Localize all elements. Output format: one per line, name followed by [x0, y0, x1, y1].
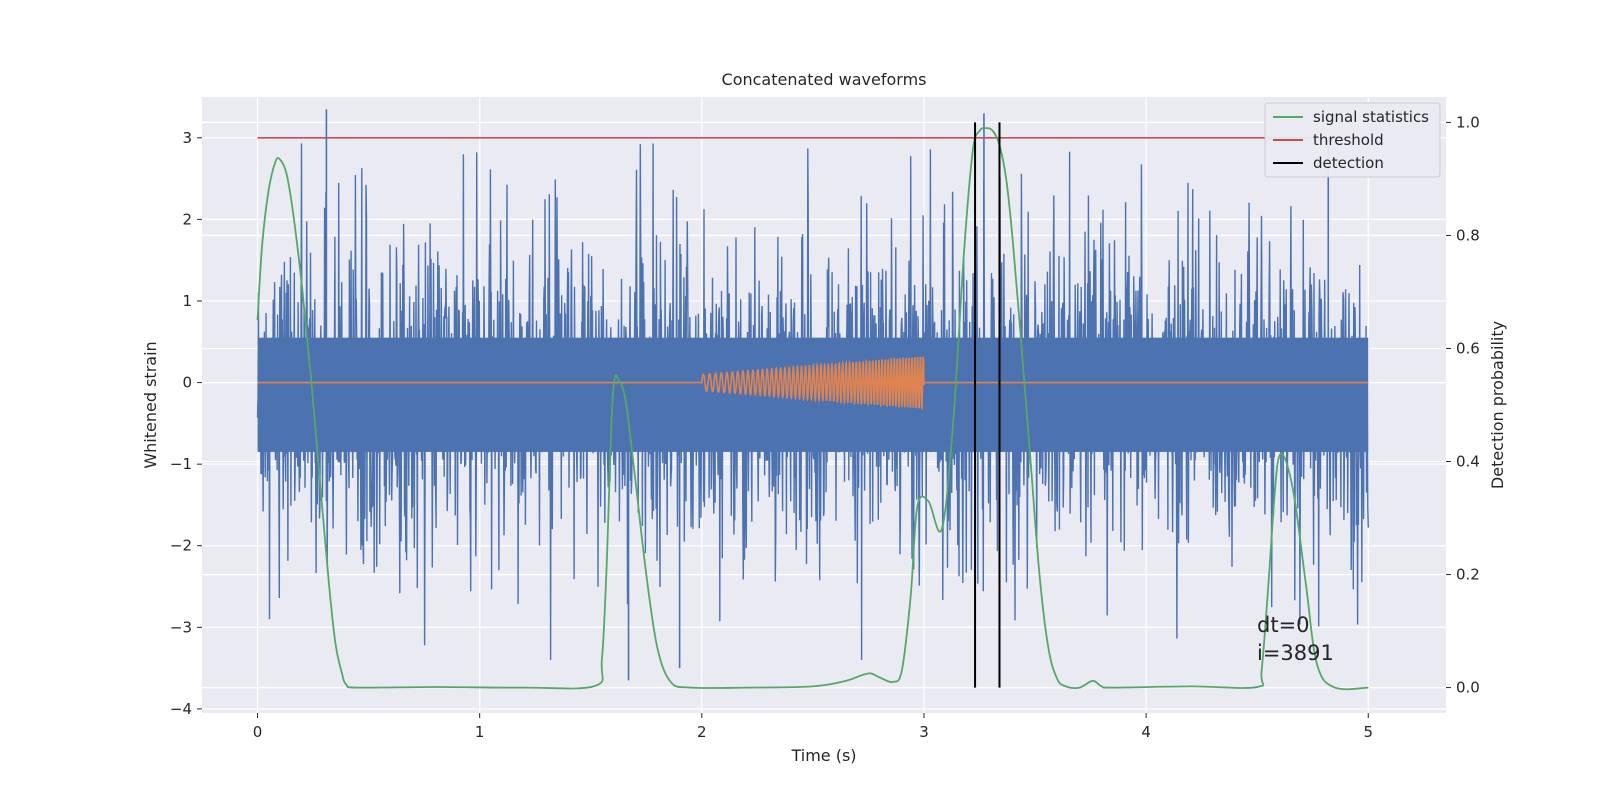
legend-label-0: signal statistics	[1313, 108, 1429, 126]
y-tick-label-4: 0	[182, 374, 192, 392]
y-right-tick-label-1: 0.2	[1456, 566, 1480, 584]
y-tick-label-3: −1	[170, 455, 192, 473]
y-tick-label-2: −2	[170, 537, 192, 555]
x-tick-label-3: 3	[919, 723, 929, 741]
chart-title: Concatenated waveforms	[722, 70, 927, 89]
series-noise	[256, 109, 1369, 681]
y-right-tick-label-5: 1.0	[1456, 113, 1480, 131]
series-chirp	[257, 356, 1369, 411]
x-axis-label: Time (s)	[790, 746, 856, 765]
y-right-tick-label-4: 0.8	[1456, 226, 1480, 244]
x-tick-label-1: 1	[475, 723, 485, 741]
series-signal-statistics	[256, 127, 1369, 691]
series-detection	[974, 122, 1001, 688]
y-axis-label-right: Detection probability	[1488, 321, 1507, 489]
x-tick-label-5: 5	[1363, 723, 1373, 741]
x-tick-label-4: 4	[1141, 723, 1151, 741]
annotation-index: i=3891	[1257, 641, 1334, 665]
noise-band	[257, 337, 1369, 452]
x-tick-label-2: 2	[697, 723, 707, 741]
annotation-dt: dt=0	[1257, 613, 1310, 637]
legend: signal statistics threshold detection	[1264, 102, 1441, 178]
y-tick-label-6: 2	[182, 210, 192, 228]
legend-label-1: threshold	[1313, 131, 1384, 149]
x-tick-label-0: 0	[253, 723, 263, 741]
y-right-tick-label-0: 0.0	[1456, 679, 1480, 697]
y-tick-label-1: −3	[170, 618, 192, 636]
legend-label-2: detection	[1313, 154, 1384, 172]
y-right-tick-label-2: 0.4	[1456, 453, 1480, 471]
y-tick-label-5: 1	[182, 292, 192, 310]
legend-box	[1264, 102, 1441, 178]
chirp-line	[257, 356, 1369, 411]
y-tick-label-7: 3	[182, 129, 192, 147]
y-tick-label-0: −4	[170, 700, 192, 718]
signal-statistics-line	[256, 127, 1369, 691]
axes: 0 1 2 3 4 5 −4 −3 −2 −1 0 1 2 3 0.0 0.2 0.4 0.6 0.8 1.0	[170, 113, 1480, 741]
y-axis-label: Whitened strain	[141, 341, 160, 468]
y-right-tick-label-3: 0.6	[1456, 339, 1480, 357]
